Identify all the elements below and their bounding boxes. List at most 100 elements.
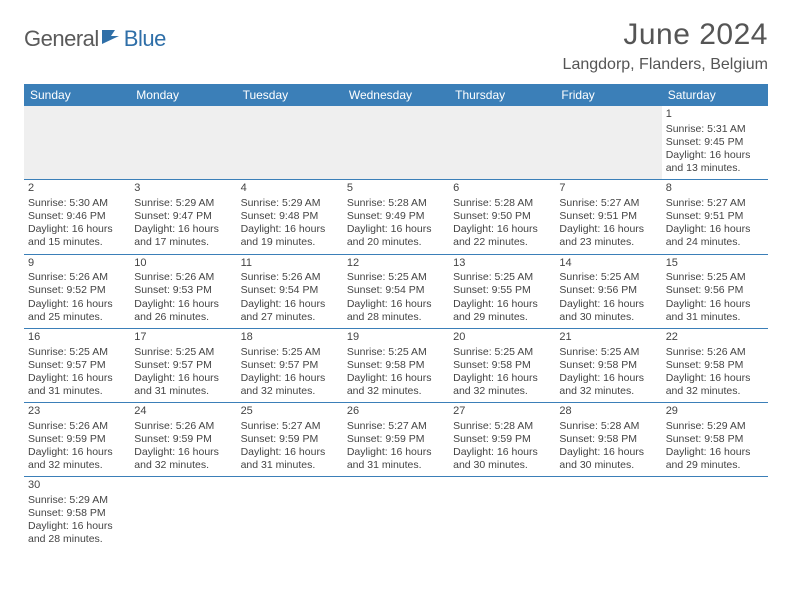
sunrise-text: Sunrise: 5:26 AM <box>134 420 232 433</box>
sunrise-text: Sunrise: 5:25 AM <box>453 346 551 359</box>
day-number: 9 <box>28 257 126 271</box>
daylight-text: and 31 minutes. <box>134 385 232 398</box>
calendar-day-cell <box>343 477 449 551</box>
day-number: 5 <box>347 182 445 196</box>
sunrise-text: Sunrise: 5:25 AM <box>28 346 126 359</box>
calendar-week-row: 9Sunrise: 5:26 AMSunset: 9:52 PMDaylight… <box>24 254 768 328</box>
daylight-text: and 25 minutes. <box>28 311 126 324</box>
sunrise-text: Sunrise: 5:29 AM <box>134 197 232 210</box>
sunset-text: Sunset: 9:47 PM <box>134 210 232 223</box>
daylight-text: and 30 minutes. <box>453 459 551 472</box>
day-number: 20 <box>453 331 551 345</box>
calendar-day-cell: 19Sunrise: 5:25 AMSunset: 9:58 PMDayligh… <box>343 328 449 402</box>
sunset-text: Sunset: 9:55 PM <box>453 284 551 297</box>
daylight-text: and 29 minutes. <box>666 459 764 472</box>
daylight-text: Daylight: 16 hours <box>666 446 764 459</box>
calendar-day-cell <box>449 477 555 551</box>
calendar-day-cell <box>555 477 661 551</box>
logo-text-blue: Blue <box>124 26 166 52</box>
day-number: 15 <box>666 257 764 271</box>
sunset-text: Sunset: 9:59 PM <box>347 433 445 446</box>
day-number: 29 <box>666 405 764 419</box>
calendar-day-cell <box>130 477 236 551</box>
sunset-text: Sunset: 9:51 PM <box>559 210 657 223</box>
sunset-text: Sunset: 9:54 PM <box>347 284 445 297</box>
daylight-text: Daylight: 16 hours <box>347 298 445 311</box>
header: General Blue June 2024 Langdorp, Flander… <box>24 18 768 74</box>
daylight-text: and 19 minutes. <box>241 236 339 249</box>
daylight-text: and 32 minutes. <box>347 385 445 398</box>
weekday-header: Saturday <box>662 84 768 106</box>
sunset-text: Sunset: 9:58 PM <box>666 359 764 372</box>
calendar-day-cell: 9Sunrise: 5:26 AMSunset: 9:52 PMDaylight… <box>24 254 130 328</box>
sunrise-text: Sunrise: 5:26 AM <box>241 271 339 284</box>
weekday-header: Tuesday <box>237 84 343 106</box>
sunset-text: Sunset: 9:59 PM <box>453 433 551 446</box>
calendar-day-cell: 4Sunrise: 5:29 AMSunset: 9:48 PMDaylight… <box>237 180 343 254</box>
day-number: 22 <box>666 331 764 345</box>
sunset-text: Sunset: 9:58 PM <box>666 433 764 446</box>
daylight-text: Daylight: 16 hours <box>241 223 339 236</box>
sunrise-text: Sunrise: 5:29 AM <box>241 197 339 210</box>
day-number: 12 <box>347 257 445 271</box>
calendar-day-cell: 3Sunrise: 5:29 AMSunset: 9:47 PMDaylight… <box>130 180 236 254</box>
sunrise-text: Sunrise: 5:26 AM <box>28 420 126 433</box>
logo: General Blue <box>24 26 166 52</box>
sunset-text: Sunset: 9:52 PM <box>28 284 126 297</box>
calendar-day-cell: 15Sunrise: 5:25 AMSunset: 9:56 PMDayligh… <box>662 254 768 328</box>
calendar-day-cell <box>130 106 236 180</box>
sunset-text: Sunset: 9:48 PM <box>241 210 339 223</box>
sunset-text: Sunset: 9:56 PM <box>559 284 657 297</box>
daylight-text: Daylight: 16 hours <box>241 372 339 385</box>
day-number: 13 <box>453 257 551 271</box>
daylight-text: Daylight: 16 hours <box>28 446 126 459</box>
daylight-text: and 28 minutes. <box>28 533 126 546</box>
sunrise-text: Sunrise: 5:25 AM <box>347 346 445 359</box>
daylight-text: and 28 minutes. <box>347 311 445 324</box>
day-number: 26 <box>347 405 445 419</box>
sunrise-text: Sunrise: 5:25 AM <box>453 271 551 284</box>
daylight-text: Daylight: 16 hours <box>134 372 232 385</box>
sunrise-text: Sunrise: 5:25 AM <box>347 271 445 284</box>
daylight-text: Daylight: 16 hours <box>559 446 657 459</box>
daylight-text: and 32 minutes. <box>241 385 339 398</box>
day-number: 1 <box>666 108 764 122</box>
daylight-text: and 30 minutes. <box>559 459 657 472</box>
calendar-day-cell: 7Sunrise: 5:27 AMSunset: 9:51 PMDaylight… <box>555 180 661 254</box>
sunset-text: Sunset: 9:46 PM <box>28 210 126 223</box>
sunset-text: Sunset: 9:59 PM <box>134 433 232 446</box>
weekday-header: Friday <box>555 84 661 106</box>
daylight-text: Daylight: 16 hours <box>241 298 339 311</box>
day-number: 18 <box>241 331 339 345</box>
calendar-day-cell: 21Sunrise: 5:25 AMSunset: 9:58 PMDayligh… <box>555 328 661 402</box>
sunrise-text: Sunrise: 5:29 AM <box>666 420 764 433</box>
weekday-header: Sunday <box>24 84 130 106</box>
calendar-day-cell <box>449 106 555 180</box>
daylight-text: and 32 minutes. <box>559 385 657 398</box>
sunset-text: Sunset: 9:57 PM <box>28 359 126 372</box>
calendar-table: Sunday Monday Tuesday Wednesday Thursday… <box>24 84 768 551</box>
daylight-text: and 30 minutes. <box>559 311 657 324</box>
weekday-header: Wednesday <box>343 84 449 106</box>
calendar-week-row: 16Sunrise: 5:25 AMSunset: 9:57 PMDayligh… <box>24 328 768 402</box>
sunset-text: Sunset: 9:58 PM <box>559 359 657 372</box>
title-block: June 2024 Langdorp, Flanders, Belgium <box>563 18 768 74</box>
daylight-text: Daylight: 16 hours <box>559 372 657 385</box>
sunrise-text: Sunrise: 5:25 AM <box>666 271 764 284</box>
sunrise-text: Sunrise: 5:30 AM <box>28 197 126 210</box>
daylight-text: Daylight: 16 hours <box>453 298 551 311</box>
day-number: 24 <box>134 405 232 419</box>
daylight-text: Daylight: 16 hours <box>28 298 126 311</box>
daylight-text: and 31 minutes. <box>666 311 764 324</box>
calendar-day-cell: 5Sunrise: 5:28 AMSunset: 9:49 PMDaylight… <box>343 180 449 254</box>
calendar-day-cell <box>237 106 343 180</box>
sunrise-text: Sunrise: 5:28 AM <box>347 197 445 210</box>
sunset-text: Sunset: 9:57 PM <box>241 359 339 372</box>
calendar-day-cell <box>237 477 343 551</box>
sunset-text: Sunset: 9:54 PM <box>241 284 339 297</box>
day-number: 8 <box>666 182 764 196</box>
daylight-text: and 24 minutes. <box>666 236 764 249</box>
daylight-text: and 23 minutes. <box>559 236 657 249</box>
calendar-day-cell: 29Sunrise: 5:29 AMSunset: 9:58 PMDayligh… <box>662 403 768 477</box>
sunrise-text: Sunrise: 5:25 AM <box>241 346 339 359</box>
